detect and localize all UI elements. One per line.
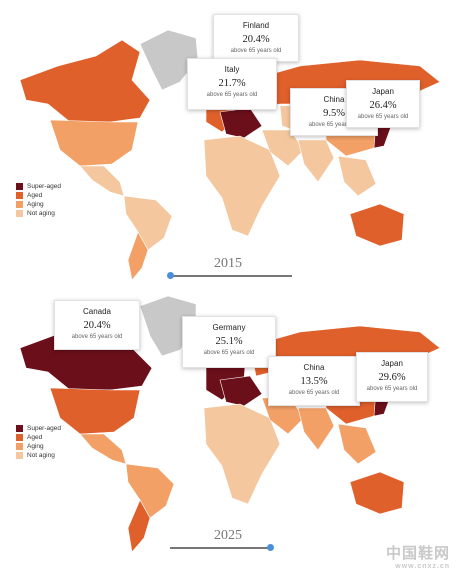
callout-subtitle: above 65 years old xyxy=(357,114,409,120)
callout-country: Japan xyxy=(381,359,403,368)
legend-item: Not aging xyxy=(16,209,61,218)
callout-subtitle: above 65 years old xyxy=(203,350,255,356)
region-central-europe[interactable] xyxy=(219,107,263,139)
callout-japan[interactable]: Japan 29.6% above 65 years old xyxy=(356,352,428,402)
callout-country: Canada xyxy=(82,307,112,316)
region-southeast-asia[interactable] xyxy=(337,155,377,197)
callout-value: 20.4% xyxy=(83,320,111,331)
region-australia[interactable] xyxy=(349,471,405,515)
region-southern-cone[interactable] xyxy=(127,231,149,281)
callout-finland[interactable]: Finland 20.4% above 65 years old xyxy=(213,14,299,62)
region-southern-cone[interactable] xyxy=(127,499,151,553)
legend-item: Not aging xyxy=(16,451,61,460)
callout-germany[interactable]: Germany 25.1% above 65 years old xyxy=(182,316,276,368)
timeline-year-label: 2025 xyxy=(214,528,242,543)
callout-subtitle: above 65 years old xyxy=(288,390,340,396)
legend: Super-aged Aged Aging Not aging xyxy=(16,424,61,460)
callout-subtitle: above 65 years old xyxy=(71,334,123,340)
region-usa[interactable] xyxy=(49,119,139,167)
legend-swatch xyxy=(16,210,23,217)
callout-value: 29.6% xyxy=(378,372,406,383)
map-panel-2015: Finland 20.4% above 65 years old Italy 2… xyxy=(0,14,464,286)
legend-item: Super-aged xyxy=(16,182,61,191)
legend-swatch xyxy=(16,201,23,208)
region-central-europe[interactable] xyxy=(219,375,263,407)
legend-swatch xyxy=(16,452,23,459)
callout-subtitle: above 65 years old xyxy=(206,92,258,98)
callout-italy[interactable]: Italy 21.7% above 65 years old xyxy=(187,58,277,110)
watermark-text: 中国鞋网 xyxy=(385,545,450,562)
legend-item: Aged xyxy=(16,433,61,442)
legend-item: Super-aged xyxy=(16,424,61,433)
region-usa[interactable] xyxy=(49,387,141,435)
callout-canada[interactable]: Canada 20.4% above 65 years old xyxy=(54,300,140,350)
legend-label: Aged xyxy=(27,192,43,199)
callout-country: Italy xyxy=(224,65,240,74)
callout-country: Germany xyxy=(212,323,246,332)
timeline-track[interactable] xyxy=(170,547,270,549)
callout-country: Japan xyxy=(372,87,394,96)
legend-label: Super-aged xyxy=(27,425,61,432)
region-india[interactable] xyxy=(297,407,335,451)
legend-label: Super-aged xyxy=(27,183,61,190)
region-southeast-asia[interactable] xyxy=(337,423,377,465)
region-africa[interactable] xyxy=(203,403,281,505)
region-north-america[interactable] xyxy=(19,39,151,123)
region-middle-east[interactable] xyxy=(261,129,305,167)
callout-value: 26.4% xyxy=(369,100,397,111)
callout-country: China xyxy=(303,363,325,372)
callout-subtitle: above 65 years old xyxy=(366,386,418,392)
legend-label: Aging xyxy=(27,201,44,208)
watermark-url: www.cnxz.cn xyxy=(395,563,450,570)
legend: Super-aged Aged Aging Not aging xyxy=(16,182,61,218)
region-central-america[interactable] xyxy=(79,165,125,197)
timeline-track[interactable] xyxy=(170,275,292,277)
legend-swatch xyxy=(16,183,23,190)
region-south-america[interactable] xyxy=(125,463,175,519)
legend-label: Aging xyxy=(27,443,44,450)
legend-label: Aged xyxy=(27,434,43,441)
callout-china[interactable]: China 13.5% above 65 years old xyxy=(268,356,360,406)
region-india[interactable] xyxy=(297,139,335,183)
callout-subtitle: above 65 years old xyxy=(308,122,360,128)
legend-swatch xyxy=(16,192,23,199)
legend-swatch xyxy=(16,425,23,432)
legend-item: Aging xyxy=(16,200,61,209)
timeline: 2015 xyxy=(0,256,464,286)
watermark: 中国鞋网 www.cnxz.cn xyxy=(386,542,450,570)
region-australia[interactable] xyxy=(349,203,405,247)
legend-swatch xyxy=(16,434,23,441)
timeline-year-label: 2015 xyxy=(214,256,242,271)
timeline-slider-handle[interactable] xyxy=(166,272,174,279)
region-africa[interactable] xyxy=(203,135,281,237)
callout-country: Finland xyxy=(242,21,270,30)
map-panel-2025: Canada 20.4% above 65 years old Germany … xyxy=(0,294,464,576)
legend-swatch xyxy=(16,443,23,450)
world-map xyxy=(19,29,441,281)
callout-value: 20.4% xyxy=(242,34,270,45)
callout-value: 13.5% xyxy=(300,376,328,387)
legend-label: Not aging xyxy=(27,452,55,459)
callout-subtitle: above 65 years old xyxy=(230,48,282,54)
callout-japan[interactable]: Japan 26.4% above 65 years old xyxy=(346,80,420,128)
legend-item: Aged xyxy=(16,191,61,200)
callout-value: 9.5% xyxy=(323,108,345,119)
legend-item: Aging xyxy=(16,442,61,451)
callout-value: 25.1% xyxy=(215,336,243,347)
callout-value: 21.7% xyxy=(218,78,246,89)
region-south-america[interactable] xyxy=(123,195,173,251)
region-central-america[interactable] xyxy=(79,433,127,465)
callout-country: China xyxy=(323,95,345,104)
timeline-slider-handle[interactable] xyxy=(266,544,274,551)
timeline: 2025 xyxy=(0,528,464,558)
legend-label: Not aging xyxy=(27,210,55,217)
